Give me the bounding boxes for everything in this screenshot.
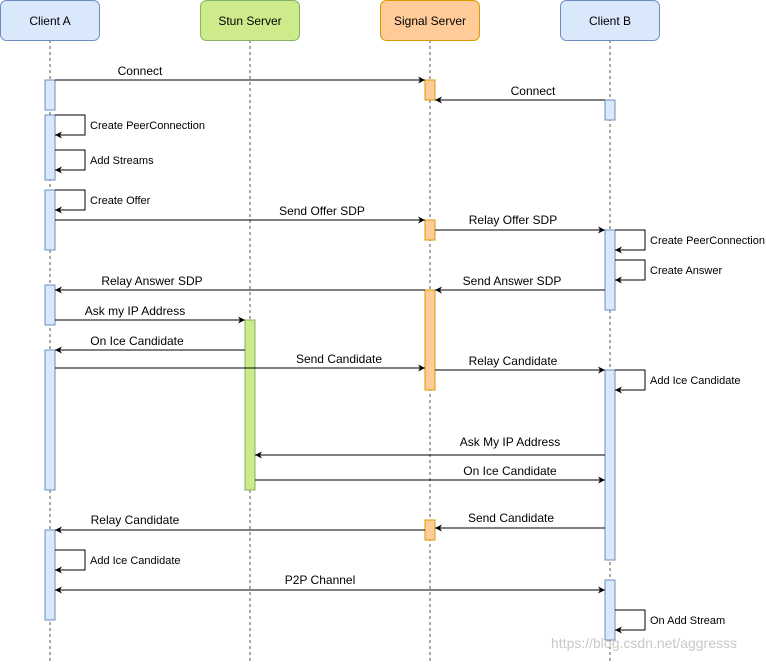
self-arrow (615, 609, 646, 634)
participant-box (0, 0, 100, 41)
self-arrow (55, 189, 86, 214)
message-label: Create PeerConnection (90, 120, 205, 132)
message-label: Ask my IP Address (85, 304, 185, 318)
participant-label: Signal Server (394, 14, 466, 28)
activation-bar (44, 349, 56, 491)
message-label: Add Ice Candidate (90, 555, 181, 567)
activation-bar (44, 284, 56, 326)
self-arrow (55, 149, 86, 174)
self-arrow (615, 259, 646, 284)
self-message: Create PeerConnection (55, 114, 205, 139)
activation-bar (604, 99, 616, 121)
message-label: Send Candidate (468, 511, 554, 525)
self-message: Add Ice Candidate (615, 369, 741, 394)
self-message: Add Streams (55, 149, 154, 174)
self-message: On Add Stream (615, 609, 725, 634)
activation-bar (44, 79, 56, 111)
participant-label: Stun Server (218, 14, 281, 28)
message-label: Send Offer SDP (279, 204, 365, 218)
self-arrow (55, 114, 86, 139)
message-label: Connect (511, 84, 556, 98)
activation-bar (604, 579, 616, 641)
message-label: On Ice Candidate (463, 464, 557, 478)
participant-label: Client B (589, 14, 631, 28)
message-label: Connect (118, 64, 163, 78)
participant-label: Client A (29, 14, 70, 28)
watermark: https://blog.csdn.net/aggresss (551, 635, 737, 651)
message-label: Send Candidate (296, 352, 382, 366)
message-label: Ask My IP Address (460, 435, 560, 449)
message-label: Relay Candidate (469, 354, 558, 368)
self-message: Add Ice Candidate (55, 549, 181, 574)
activation-bar (244, 319, 256, 491)
participant-box (380, 0, 480, 41)
self-message: Create Answer (615, 259, 722, 284)
message-label: P2P Channel (285, 573, 356, 587)
activation-bar (44, 189, 56, 251)
activation-bar (424, 289, 436, 391)
message-label: On Add Stream (650, 615, 725, 627)
message-label: Relay Offer SDP (469, 213, 557, 227)
self-arrow (615, 229, 646, 254)
message-label: Relay Answer SDP (101, 274, 202, 288)
activation-bar (44, 529, 56, 621)
self-message: Create Offer (55, 189, 151, 214)
activation-bar (44, 114, 56, 181)
message-label: Add Streams (90, 155, 154, 167)
message-label: Create Offer (90, 195, 151, 207)
self-arrow (615, 369, 646, 394)
message-label: Relay Candidate (91, 513, 180, 527)
self-message: Create PeerConnection (615, 229, 765, 254)
message-label: Send Answer SDP (463, 274, 562, 288)
activation-bar (424, 79, 436, 101)
self-arrow (55, 549, 86, 574)
message-label: On Ice Candidate (90, 334, 184, 348)
message-label: Create Answer (650, 265, 722, 277)
activation-bar (424, 219, 436, 241)
message-label: Create PeerConnection (650, 235, 765, 247)
activation-bar (424, 519, 436, 541)
participant-box (200, 0, 300, 41)
message-label: Add Ice Candidate (650, 375, 741, 387)
activation-bar (604, 369, 616, 561)
activation-bar (604, 229, 616, 311)
participant-box (560, 0, 660, 41)
